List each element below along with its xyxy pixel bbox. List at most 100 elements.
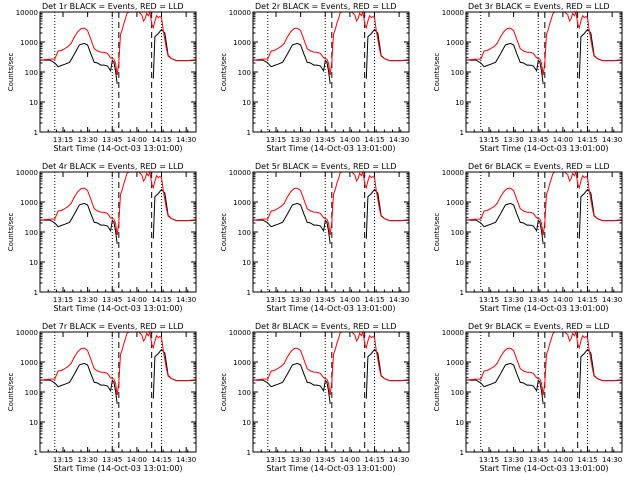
x-tick-label: 14:00 [553,136,573,144]
x-tick-label: 14:30 [176,296,196,304]
y-tick-label: 10000 [229,329,251,337]
panel-title: Det 7r BLACK = Events, RED = LLD [42,322,184,331]
x-tick-label: 13:45 [102,296,122,304]
x-axis-label: Start Time (14-Oct-03 13:01:00) [266,304,395,313]
x-tick-label: 13:45 [528,136,548,144]
series-line-events [40,42,118,84]
series-line-lld [465,10,623,75]
x-tick-label: 14:30 [389,136,409,144]
y-tick-label: 10000 [442,9,464,17]
x-tick-label: 14:30 [176,136,196,144]
series-line-lld [465,170,623,235]
y-tick-label: 10 [455,259,464,267]
y-tick-label: 1 [460,129,464,137]
series-line-events [365,188,410,239]
x-tick-label: 14:00 [340,296,360,304]
x-tick-label: 14:00 [553,296,573,304]
series-line-events [40,362,118,404]
y-tick-label: 100 [451,229,464,237]
y-tick-label: 1 [247,449,251,457]
series-line-events [253,42,331,84]
chart-panel: Det 5r BLACK = Events, RED = LLD 1 10 100 10… [220,162,410,313]
x-axis-label: Start Time (14-Oct-03 13:01:00) [53,464,182,473]
x-tick-label: 13:45 [528,456,548,464]
chart-panel: Det 4r BLACK = Events, RED = LLD 1 10 100 10… [7,162,197,313]
series-line-events [466,42,544,84]
y-tick-label: 100 [25,389,38,397]
panel-title: Det 5r BLACK = Events, RED = LLD [255,162,397,171]
chart-panel: Det 9r BLACK = Events, RED = LLD 1 10 100 10… [433,322,623,473]
x-tick-label: 13:45 [315,296,335,304]
panel-title: Det 4r BLACK = Events, RED = LLD [42,162,184,171]
x-axis-label: Start Time (14-Oct-03 13:01:00) [53,144,182,153]
y-tick-label: 1000 [20,359,38,367]
x-tick-label: 13:15 [479,136,499,144]
x-tick-label: 14:00 [340,136,360,144]
series-line-lld [39,330,197,395]
y-tick-label: 1 [460,449,464,457]
series-line-events [578,188,623,239]
y-tick-label: 10 [242,259,251,267]
series-line-lld [465,330,623,395]
x-axis-label: Start Time (14-Oct-03 13:01:00) [266,464,395,473]
y-tick-label: 100 [238,389,251,397]
y-tick-label: 100 [238,69,251,77]
y-tick-label: 10000 [442,169,464,177]
x-tick-label: 13:45 [528,296,548,304]
series-line-events [40,202,118,244]
y-tick-label: 1000 [446,359,464,367]
x-tick-label: 13:30 [78,456,98,464]
x-tick-label: 13:45 [102,136,122,144]
y-axis-label: Counts/sec [433,213,441,252]
x-tick-label: 13:30 [78,296,98,304]
y-tick-label: 100 [25,229,38,237]
x-tick-label: 13:45 [315,456,335,464]
series-line-events [152,28,197,79]
y-tick-label: 10 [455,419,464,427]
x-tick-label: 14:15 [577,456,597,464]
y-axis-label: Counts/sec [7,53,15,92]
series-line-events [466,202,544,244]
x-tick-label: 13:30 [504,456,524,464]
x-tick-label: 14:30 [602,296,622,304]
series-line-events [253,362,331,404]
x-tick-label: 13:15 [53,456,73,464]
y-tick-label: 10000 [229,169,251,177]
y-tick-label: 10000 [16,329,38,337]
y-tick-label: 1000 [233,39,251,47]
y-tick-label: 1 [34,289,38,297]
x-tick-label: 14:00 [127,456,147,464]
x-tick-label: 13:15 [53,136,73,144]
y-tick-label: 1 [34,129,38,137]
y-tick-label: 10000 [229,9,251,17]
series-line-lld [252,170,410,235]
x-tick-label: 13:15 [479,456,499,464]
y-axis-label: Counts/sec [220,53,228,92]
chart-panel: Det 3r BLACK = Events, RED = LLD 1 10 100 10… [433,2,623,153]
x-tick-label: 13:30 [78,136,98,144]
series-line-events [578,348,623,399]
series-line-events [365,28,410,79]
series-line-events [253,202,331,244]
x-axis-label: Start Time (14-Oct-03 13:01:00) [479,144,608,153]
x-tick-label: 13:15 [266,296,286,304]
panel-title: Det 1r BLACK = Events, RED = LLD [42,2,184,11]
y-tick-label: 100 [451,389,464,397]
y-axis-label: Counts/sec [7,213,15,252]
y-tick-label: 10 [29,419,38,427]
chart-panel: Det 6r BLACK = Events, RED = LLD 1 10 100 10… [433,162,623,313]
x-tick-label: 14:15 [151,456,171,464]
chart-panel: Det 8r BLACK = Events, RED = LLD 1 10 100 10… [220,322,410,473]
y-axis-label: Counts/sec [220,373,228,412]
x-tick-label: 14:15 [151,136,171,144]
chart-panel: Det 1r BLACK = Events, RED = LLD 1 10 100 10… [7,2,197,153]
x-tick-label: 14:00 [340,456,360,464]
y-tick-label: 1 [34,449,38,457]
y-tick-label: 10000 [442,329,464,337]
panel-title: Det 8r BLACK = Events, RED = LLD [255,322,397,331]
y-tick-label: 10 [242,99,251,107]
x-tick-label: 14:15 [151,296,171,304]
series-line-events [466,362,544,404]
x-tick-label: 13:15 [266,456,286,464]
y-tick-label: 100 [451,69,464,77]
